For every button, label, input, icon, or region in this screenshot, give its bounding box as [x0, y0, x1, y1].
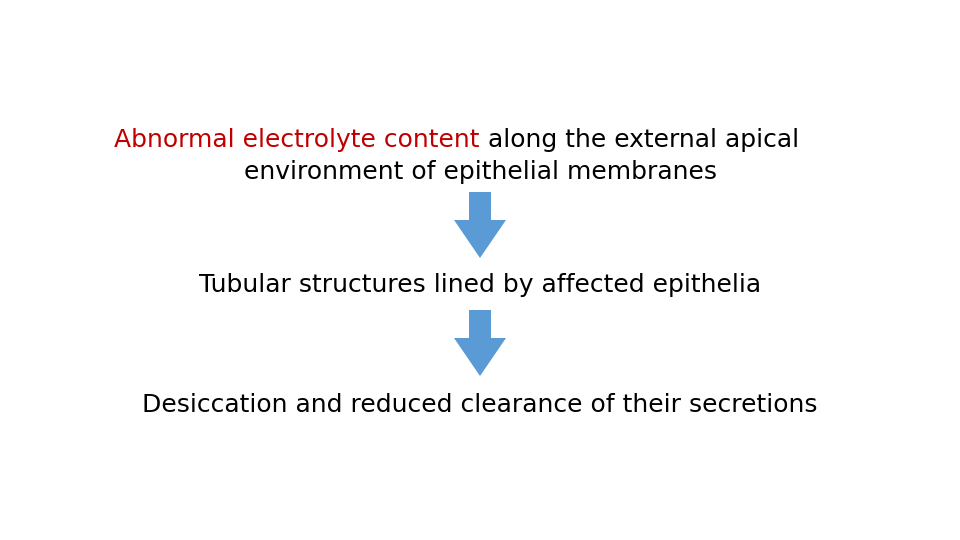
Text: environment of epithelial membranes: environment of epithelial membranes: [244, 160, 716, 184]
Polygon shape: [454, 192, 506, 258]
Polygon shape: [454, 310, 506, 376]
Text: Desiccation and reduced clearance of their secretions: Desiccation and reduced clearance of the…: [142, 393, 818, 417]
Text: along the external apical: along the external apical: [480, 128, 799, 152]
Text: Tubular structures lined by affected epithelia: Tubular structures lined by affected epi…: [199, 273, 761, 297]
Text: Abnormal electrolyte content: Abnormal electrolyte content: [114, 128, 480, 152]
